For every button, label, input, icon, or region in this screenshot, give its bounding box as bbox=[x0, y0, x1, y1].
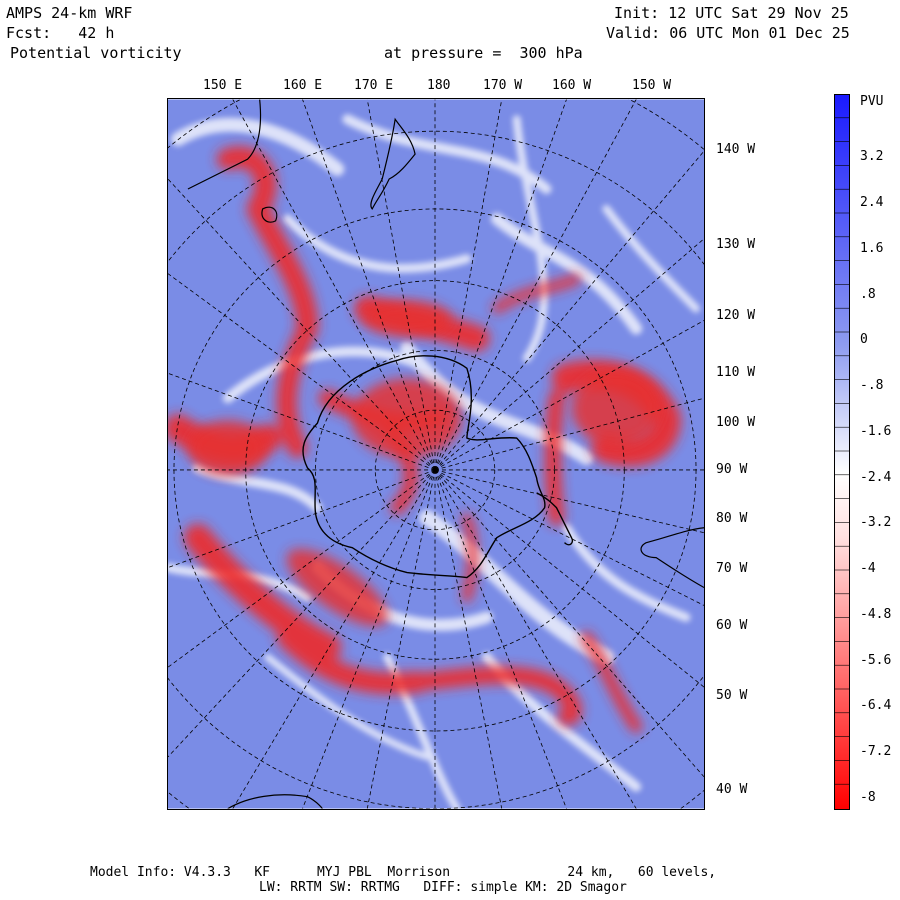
lon-label-120w: 120 W bbox=[716, 308, 756, 323]
australia-coastline bbox=[187, 99, 262, 190]
pressure-level: at pressure = 300 hPa bbox=[384, 44, 583, 62]
africa-coastline bbox=[227, 794, 323, 809]
pv-color-legend bbox=[834, 94, 850, 810]
new-zealand-coastline bbox=[370, 117, 416, 210]
tasmania-coastline bbox=[261, 206, 278, 223]
lon-label-180: 180 bbox=[427, 78, 451, 93]
legend-label: .8 bbox=[860, 287, 876, 302]
lon-label-150e: 150 E bbox=[203, 78, 243, 93]
lon-label-170e: 170 E bbox=[354, 78, 394, 93]
forecast-hour: Fcst: 42 h bbox=[6, 24, 115, 42]
lon-label-150w: 150 W bbox=[632, 78, 672, 93]
legend-label: 2.4 bbox=[860, 195, 884, 210]
legend-title: PVU bbox=[860, 94, 884, 109]
lon-label-170w: 170 W bbox=[483, 78, 523, 93]
legend-label: -8 bbox=[860, 790, 876, 805]
lon-label-80w: 80 W bbox=[716, 511, 748, 526]
south-america-coastline bbox=[640, 527, 704, 589]
legend-label: -.8 bbox=[860, 378, 884, 393]
antarctic-peninsula bbox=[536, 492, 574, 546]
lon-label-140w: 140 W bbox=[716, 142, 756, 157]
valid-time: Valid: 06 UTC Mon 01 Dec 25 bbox=[606, 24, 850, 42]
lon-label-160w: 160 W bbox=[552, 78, 592, 93]
legend-label: -4.8 bbox=[860, 607, 892, 622]
legend-label: 3.2 bbox=[860, 149, 884, 164]
legend-dividers bbox=[834, 117, 850, 785]
legend-label: -7.2 bbox=[860, 744, 892, 759]
legend-label: 1.6 bbox=[860, 241, 884, 256]
lon-label-160e: 160 E bbox=[283, 78, 323, 93]
legend-label: -1.6 bbox=[860, 424, 892, 439]
lon-label-60w: 60 W bbox=[716, 618, 748, 633]
lon-label-40w: 40 W bbox=[716, 782, 748, 797]
legend-label: -3.2 bbox=[860, 515, 892, 530]
lon-label-100w: 100 W bbox=[716, 415, 756, 430]
lon-label-70w: 70 W bbox=[716, 561, 748, 576]
legend-label: -2.4 bbox=[860, 470, 892, 485]
model-info-line2: LW: RRTM SW: RRTMG DIFF: simple KM: 2D S… bbox=[259, 880, 627, 895]
model-info-line1: Model Info: V4.3.3 KF MYJ PBL Morrison 2… bbox=[90, 865, 717, 880]
legend-label: 0 bbox=[860, 332, 868, 347]
field-name: Potential vorticity bbox=[10, 44, 182, 62]
legend-label: -5.6 bbox=[860, 653, 892, 668]
antarctica-coastline bbox=[302, 355, 546, 579]
lon-label-130w: 130 W bbox=[716, 237, 756, 252]
legend-colorbar bbox=[834, 94, 850, 810]
model-title: AMPS 24-km WRF bbox=[6, 4, 133, 22]
lon-label-50w: 50 W bbox=[716, 688, 748, 703]
lon-label-90w: 90 W bbox=[716, 462, 748, 477]
legend-label: -4 bbox=[860, 561, 876, 576]
legend-label: -6.4 bbox=[860, 698, 892, 713]
meridian-lines bbox=[168, 99, 704, 809]
lon-label-110w: 110 W bbox=[716, 365, 756, 380]
potential-vorticity-map bbox=[167, 98, 705, 810]
init-time: Init: 12 UTC Sat 29 Nov 25 bbox=[614, 4, 849, 22]
